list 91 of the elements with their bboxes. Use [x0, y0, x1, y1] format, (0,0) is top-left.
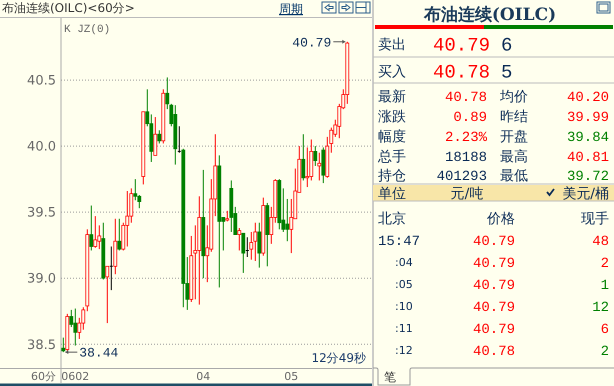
- text: 6: [600, 322, 609, 338]
- annotation: 12分49秒: [311, 351, 366, 365]
- candlestick: [253, 222, 258, 262]
- candlestick: [109, 246, 114, 291]
- candlestick: [257, 222, 262, 268]
- text: :04: [395, 256, 413, 269]
- text: 开盘: [500, 128, 528, 145]
- y-tick-label: 40.0: [27, 140, 56, 155]
- candlestick: [129, 188, 134, 224]
- text: 40.79: [472, 322, 515, 338]
- candlestick: [113, 218, 118, 275]
- text: 40.79: [472, 278, 515, 294]
- text: 40.79: [433, 34, 490, 57]
- candlestick: [317, 152, 322, 181]
- text: 39.84: [566, 130, 609, 146]
- candlestick: [125, 190, 130, 247]
- text: 幅度: [378, 128, 406, 145]
- candlestick: [217, 154, 222, 288]
- text: 15:47: [378, 234, 420, 250]
- text: 2: [600, 344, 609, 360]
- text: 40.78: [433, 62, 490, 84]
- candlestick: [197, 196, 202, 306]
- text: 总手: [377, 148, 406, 165]
- text: 18188: [444, 150, 487, 166]
- text: 昨结: [500, 108, 528, 125]
- text: 最低: [500, 168, 528, 184]
- candlestick: [301, 134, 306, 181]
- text: :05: [395, 278, 413, 291]
- text: 最新: [378, 88, 406, 105]
- text: 1: [600, 278, 609, 294]
- text: 40.79: [472, 300, 515, 316]
- text: 40.20: [566, 90, 609, 106]
- text: 39.72: [566, 168, 609, 185]
- candlestick: [177, 126, 182, 154]
- annotation: 40.79: [292, 35, 332, 50]
- text: 12: [592, 300, 609, 316]
- candlestick: [229, 180, 234, 232]
- text: 0.89: [453, 110, 487, 126]
- text: 元/吨: [450, 186, 484, 202]
- text: 美元/桶: [562, 186, 609, 202]
- candlestick: [73, 308, 78, 346]
- text: 6: [501, 34, 512, 57]
- text: 40.79: [472, 256, 515, 272]
- text: 现手: [581, 210, 609, 227]
- candlestick: [189, 235, 194, 302]
- candlestick: [245, 236, 250, 258]
- candlestick: [285, 198, 290, 242]
- text: 39.99: [566, 110, 609, 126]
- candlestick: [149, 114, 154, 162]
- text: 最高: [500, 148, 528, 165]
- text: 40.78: [472, 344, 515, 360]
- y-tick-label: 39.0: [27, 272, 56, 287]
- text: 涨跌: [378, 108, 406, 125]
- text: :10: [395, 300, 413, 313]
- candlestick: [313, 146, 318, 166]
- text: 2: [600, 256, 609, 272]
- text: 40.79: [472, 234, 515, 250]
- text: 40.78: [444, 90, 487, 106]
- candlestick: [173, 104, 178, 166]
- text: 均价: [499, 88, 528, 105]
- x-tick-label: 05: [284, 370, 298, 383]
- y-tick-label: 39.5: [27, 206, 56, 221]
- candlestick: [305, 146, 310, 188]
- text: 2.23%: [444, 130, 488, 146]
- text: 单位: [378, 186, 406, 202]
- chart-title: 布油连续(OILC)<60分>: [2, 1, 135, 15]
- text: 笔: [384, 370, 396, 384]
- text: :12: [395, 344, 413, 357]
- text: 401293: [436, 168, 487, 185]
- text: 北京: [378, 210, 406, 227]
- candlestick: [81, 306, 86, 330]
- text: 5: [501, 62, 512, 84]
- x-axis-title: 60分: [31, 370, 56, 383]
- text: 48: [592, 234, 609, 250]
- text: 周期: [279, 2, 303, 16]
- x-tick-label: 0602: [61, 370, 90, 383]
- text: 买入: [378, 64, 406, 80]
- candlestick: [249, 231, 254, 260]
- candlestick: [329, 127, 334, 154]
- x-tick-label: 04: [196, 370, 210, 383]
- candlestick: [201, 169, 206, 279]
- text: 布油连续(OILC): [422, 5, 556, 25]
- text: 卖出: [378, 36, 406, 53]
- text: 价格: [486, 210, 515, 227]
- annotation: 38.44: [79, 346, 119, 361]
- text: 40.81: [566, 150, 609, 166]
- text: :11: [395, 322, 413, 335]
- annotation: K JZ(0): [64, 24, 110, 36]
- y-tick-label: 40.5: [27, 74, 56, 89]
- text: 持仓: [378, 168, 406, 184]
- y-tick-label: 38.5: [27, 338, 56, 353]
